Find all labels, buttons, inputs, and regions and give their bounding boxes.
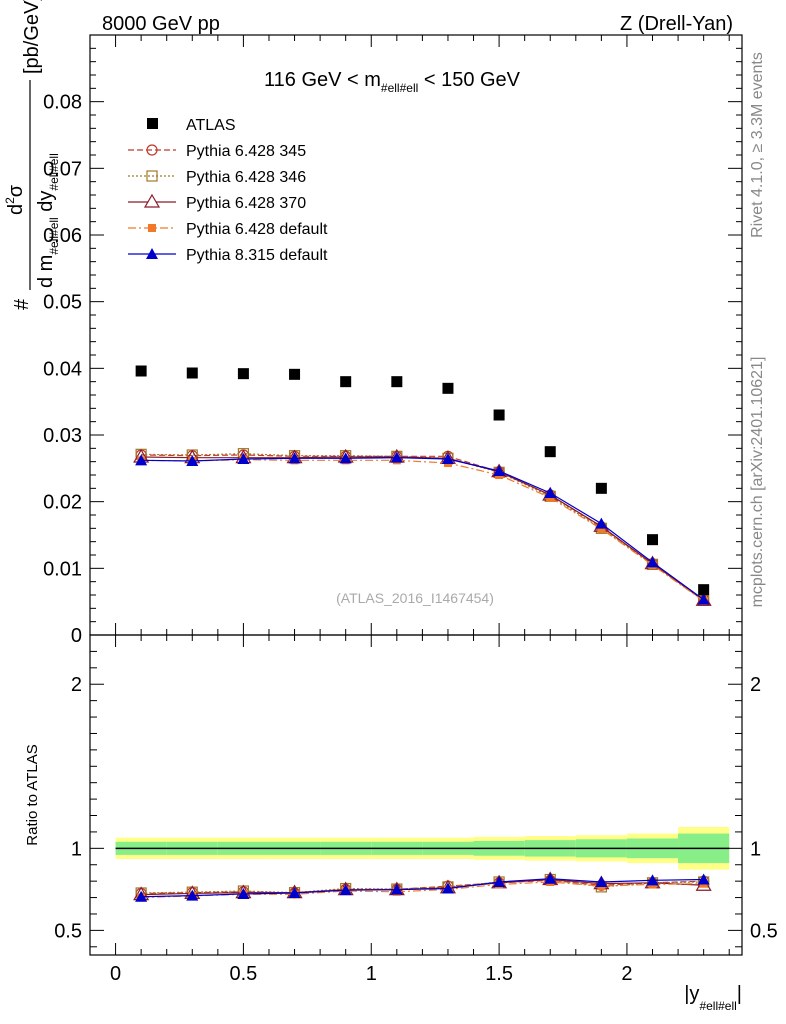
atlas-data-point (698, 584, 710, 596)
main-y-tick-label: 0.04 (43, 358, 82, 380)
series-4-point (597, 525, 606, 533)
atlas-data-point (289, 368, 301, 380)
main-y-tick-label: 0.03 (43, 425, 82, 447)
ratio-y-tick-label-right: 0.5 (750, 920, 778, 942)
x-tick-label: 1 (366, 963, 377, 985)
ratio-plot: 0 0.5 1 1.5 2 0.5 0.5 1 1 2 2 (54, 634, 778, 985)
atlas-data-point (442, 382, 454, 394)
atlas-data-point (135, 365, 147, 377)
ratio-series-line-5 (141, 878, 704, 898)
main-y-tick-label: 0.05 (43, 292, 82, 314)
y-label-numerator: d2σ (3, 184, 27, 215)
main-y-tick-label: 0.02 (43, 492, 82, 514)
atlas-data-point (391, 376, 403, 388)
main-y-tick-label: 0.07 (43, 158, 82, 180)
series-line-3 (141, 456, 704, 601)
main-plot: 0 0.01 0.02 0.03 0.04 0.05 0.06 0.07 0.08 (43, 34, 743, 647)
ratio-y-tick-label: 0.5 (54, 920, 82, 942)
legend: ATLAS Pythia 6.428 345 Pythia 6.428 346 … (128, 117, 328, 264)
series-5-point (135, 454, 148, 466)
ratio-series-5-point (595, 875, 608, 887)
series-5-point (186, 455, 199, 466)
x-axis-label: |y#ell#ell| (684, 983, 742, 1013)
ratio-plot-ticks: 0 0.5 1 1.5 2 0.5 0.5 1 1 2 2 (54, 635, 778, 985)
series-5-point (288, 452, 301, 464)
header-left: 8000 GeV pp (102, 13, 220, 35)
series-5-point (544, 487, 557, 498)
series-line-1 (141, 454, 704, 601)
atlas-data-point (647, 534, 659, 546)
ratio-series-5-point (237, 887, 250, 899)
series-5-point (697, 593, 710, 605)
ratio-y-tick-label: 2 (71, 674, 82, 696)
series-5-point (595, 517, 608, 529)
series-5-point (493, 465, 506, 476)
series-5-point (441, 453, 454, 464)
legend-label-p6def: Pythia 6.428 default (186, 221, 328, 238)
legend-label-p346: Pythia 6.428 346 (186, 169, 306, 186)
legend-marker-p346 (146, 170, 158, 182)
series-5-point (646, 556, 659, 568)
main-y-tick-label: 0 (71, 625, 82, 647)
analysis-watermark: (ATLAS_2016_I1467454) (336, 590, 494, 606)
ratio-series-5-point (390, 883, 403, 895)
legend-label-p8def: Pythia 8.315 default (186, 247, 328, 264)
main-y-tick-label: 0.06 (43, 225, 82, 247)
x-tick-label: 1.5 (485, 963, 513, 985)
atlas-data-point (493, 409, 505, 421)
legend-marker-p8def (146, 248, 158, 259)
x-tick-label: 0 (110, 963, 121, 985)
main-plot-series (133, 365, 712, 606)
legend-marker-p370 (143, 193, 161, 208)
series-line-4 (141, 459, 704, 602)
ratio-y-tick-label-right: 2 (750, 674, 761, 696)
atlas-data-point (237, 368, 249, 380)
rivet-version-text: Rivet 4.1.0, ≥ 3.3M events (749, 52, 766, 238)
legend-marker-p6def (148, 224, 156, 232)
atlas-data-point (186, 367, 198, 379)
ratio-series-5-point (493, 875, 506, 887)
y-label-denominator: d m#ell#ell dy#ell#ell (35, 153, 61, 288)
ratio-series-5-point (186, 889, 199, 901)
atlas-data-point (544, 446, 556, 458)
ratio-uncertainty-bands (115, 827, 730, 870)
header-right: Z (Drell-Yan) (620, 13, 733, 35)
main-y-tick-label: 0.08 (43, 92, 82, 114)
ratio-plot-series (133, 871, 712, 902)
mcplots-credit-text: mcplots.cern.ch [arXiv:2401.10621] (749, 357, 766, 608)
legend-marker-atlas (147, 118, 158, 129)
ratio-series-5-point (339, 884, 352, 896)
series-line-5 (141, 457, 705, 601)
ratio-series-5-point (441, 882, 454, 894)
ratio-series-5-point (288, 886, 301, 898)
legend-label-p345: Pythia 6.428 345 (186, 143, 306, 160)
atlas-data-point (595, 482, 607, 494)
main-plot-ticks: 0 0.01 0.02 0.03 0.04 0.05 0.06 0.07 0.08 (43, 34, 742, 647)
ratio-series-line-4 (141, 881, 704, 899)
ratio-series-5-point (544, 872, 557, 884)
series-line-2 (141, 453, 704, 601)
ratio-y-axis-label: Ratio to ATLAS (24, 744, 41, 845)
ratio-y-tick-label-right: 1 (750, 838, 761, 860)
legend-label-p370: Pythia 6.428 370 (186, 195, 306, 212)
ratio-series-5-point (646, 874, 659, 886)
ratio-series-5-point (697, 873, 710, 885)
atlas-data-point (340, 376, 352, 388)
main-y-tick-label: 0.01 (43, 558, 82, 580)
y-label-unit: [pb/GeV] (21, 0, 43, 74)
ratio-y-tick-label: 1 (71, 838, 82, 860)
y-axis-label: # d2σ d m#ell#ell dy#ell#ell [pb/GeV] (3, 0, 61, 310)
plot-title: 116 GeV < m#ell#ell < 150 GeV (264, 69, 521, 95)
ratio-plot-frame (89, 634, 743, 956)
series-5-point (390, 451, 403, 463)
legend-marker-p345 (146, 144, 158, 156)
legend-label-atlas: ATLAS (186, 117, 236, 134)
ratio-series-5-point (135, 890, 148, 902)
x-tick-label: 2 (621, 963, 632, 985)
series-5-point (237, 453, 250, 464)
y-label-hash: # (11, 298, 33, 310)
series-5-point (339, 452, 352, 464)
x-tick-label: 0.5 (230, 963, 258, 985)
